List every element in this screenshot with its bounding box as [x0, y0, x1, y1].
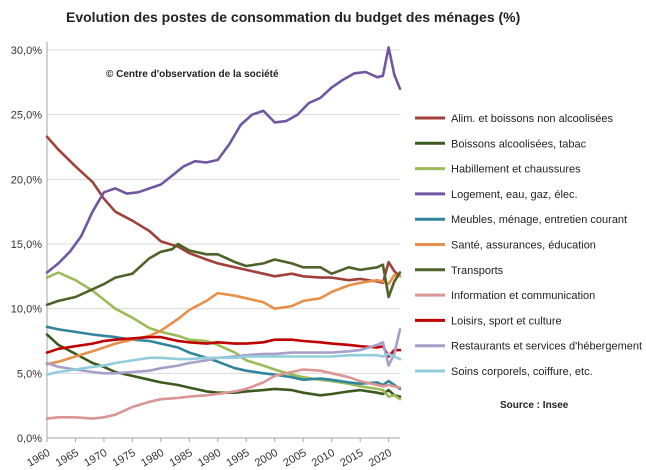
y-tick-label: 0,0%	[17, 433, 42, 445]
legend-label: Alim. et boissons non alcoolisées	[451, 113, 614, 125]
x-tick-label: 1975	[111, 447, 138, 470]
series-line	[45, 242, 402, 307]
x-tick-label: 2005	[281, 447, 308, 470]
legend-label: Restaurants et services d'hébergement	[451, 341, 642, 353]
x-tick-label: 1970	[82, 447, 109, 470]
x-tick-label: 1960	[25, 447, 52, 470]
x-tick-label: 2000	[253, 447, 280, 470]
x-tick-label: 1990	[196, 447, 223, 470]
x-tick-label: 1980	[139, 447, 166, 470]
legend-label: Soins corporels, coiffure, etc.	[451, 366, 593, 378]
y-tick-label: 15,0%	[11, 239, 42, 251]
series-line	[45, 352, 402, 376]
series-line	[45, 333, 402, 398]
legend-label: Transports	[451, 265, 504, 277]
series-line	[45, 135, 402, 285]
y-tick-label: 30,0%	[11, 45, 42, 57]
x-tick-label: 2020	[367, 447, 394, 470]
y-tick-label: 10,0%	[11, 304, 42, 316]
legend-label: Information et communication	[451, 290, 595, 302]
x-tick-label: 2015	[338, 447, 365, 470]
x-tick-label: 1995	[224, 447, 251, 470]
legend-label: Meubles, ménage, entretien courant	[451, 214, 627, 226]
axes: 0,0% 5,0% 10,0% 15,0% 20,0% 25,0% 30,0% 1960 196…	[11, 42, 400, 470]
legend-label: Santé, assurances, éducation	[451, 240, 596, 252]
legend-label: Boissons alcoolisées, tabac	[451, 138, 587, 150]
legend-label: Logement, eau, gaz, élec.	[451, 189, 578, 201]
series-line	[45, 273, 402, 366]
legend-label: Loisirs, sport et culture	[451, 315, 562, 327]
x-tick-label: 1985	[167, 447, 194, 470]
x-tick-label: 2010	[310, 447, 337, 470]
legend: Alim. et boissons non alcoolisées Boisson…	[415, 113, 642, 378]
y-tick-label: 25,0%	[11, 110, 42, 122]
gridlines	[47, 49, 400, 439]
series-line	[45, 368, 402, 420]
copyright-annotation: © Centre d'observation de la société	[106, 69, 279, 80]
chart-title: Evolution des postes de consommation du …	[66, 9, 521, 25]
y-tick-label: 5,0%	[17, 368, 42, 380]
series-lines	[45, 46, 402, 420]
source-annotation: Source : Insee	[500, 400, 569, 411]
legend-label: Habillement et chaussures	[451, 164, 581, 176]
x-tick-label: 1965	[54, 447, 81, 470]
y-tick-label: 20,0%	[11, 174, 42, 186]
series-line	[45, 46, 402, 274]
